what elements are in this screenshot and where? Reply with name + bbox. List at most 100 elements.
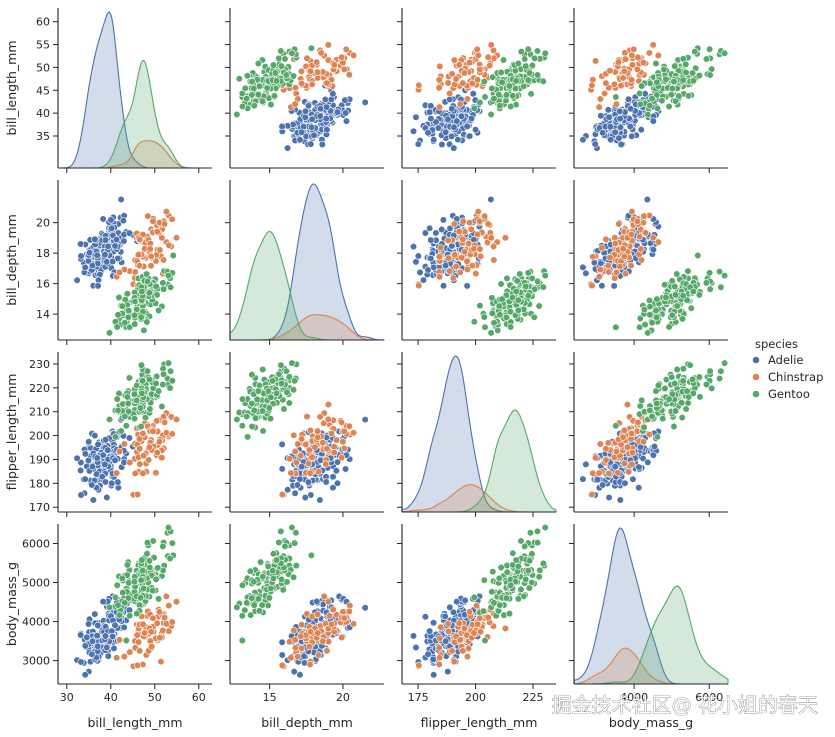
scatter-point bbox=[706, 269, 714, 277]
scatter-point bbox=[521, 55, 529, 63]
scatter-point bbox=[152, 282, 160, 291]
scatter-point bbox=[616, 115, 624, 123]
scatter-point bbox=[594, 476, 602, 484]
scatter-point bbox=[502, 313, 511, 321]
scatter-point bbox=[604, 106, 612, 114]
scatter-point bbox=[283, 144, 292, 152]
scatter-point bbox=[654, 51, 662, 60]
scatter-point bbox=[644, 458, 652, 466]
scatter-point bbox=[316, 413, 324, 421]
scatter-point bbox=[281, 542, 289, 550]
scatter-point bbox=[628, 61, 637, 69]
scatter-point bbox=[108, 479, 116, 487]
scatter-point bbox=[283, 388, 291, 396]
scatter-point bbox=[591, 57, 600, 65]
scatter-point bbox=[141, 629, 149, 637]
scatter-point bbox=[298, 128, 306, 136]
panel-bill_depth_mm-vs-flipper_length_mm bbox=[397, 180, 556, 345]
scatter-point bbox=[136, 594, 145, 602]
scatter-point bbox=[99, 597, 107, 606]
scatter-point bbox=[301, 107, 310, 115]
scatter-point bbox=[306, 67, 315, 75]
scatter-point bbox=[241, 84, 249, 92]
scatter-point bbox=[271, 69, 279, 77]
scatter-point bbox=[652, 306, 660, 315]
scatter-point bbox=[426, 627, 434, 635]
scatter-point bbox=[702, 55, 711, 63]
y-tick-label: 35 bbox=[36, 130, 50, 143]
series-chinstrap bbox=[414, 41, 510, 111]
scatter-point bbox=[341, 109, 350, 117]
scatter-point bbox=[81, 671, 89, 679]
scatter-point bbox=[470, 593, 478, 601]
scatter-point bbox=[146, 245, 154, 253]
scatter-point bbox=[160, 418, 169, 427]
scatter-point bbox=[662, 75, 670, 83]
scatter-point bbox=[598, 244, 606, 252]
scatter-point bbox=[439, 216, 448, 224]
scatter-point bbox=[640, 305, 649, 314]
scatter-point bbox=[115, 447, 124, 456]
scatter-point bbox=[678, 315, 687, 323]
scatter-point bbox=[629, 475, 637, 483]
scatter-point bbox=[605, 469, 613, 478]
scatter-point bbox=[115, 268, 124, 276]
panel-bill_depth_mm-vs-bill_depth_mm bbox=[225, 180, 385, 345]
scatter-point bbox=[81, 263, 89, 271]
y-axis-label-bill_length_mm: bill_length_mm bbox=[4, 40, 19, 135]
scatter-point bbox=[465, 239, 473, 248]
scatter-point bbox=[456, 100, 464, 108]
scatter-point bbox=[477, 628, 485, 636]
x-axis-label-bill_depth_mm: bill_depth_mm bbox=[261, 715, 353, 730]
scatter-point bbox=[115, 293, 123, 302]
scatter-point bbox=[638, 82, 646, 90]
scatter-point bbox=[126, 648, 134, 656]
scatter-point bbox=[130, 311, 139, 319]
scatter-point bbox=[634, 418, 642, 427]
scatter-point bbox=[273, 77, 281, 85]
x-tick-label: 30 bbox=[60, 691, 74, 704]
scatter-point bbox=[426, 108, 434, 116]
y-axis-label-bill_depth_mm: bill_depth_mm bbox=[4, 214, 19, 306]
scatter-point bbox=[164, 272, 173, 280]
scatter-point bbox=[322, 478, 330, 486]
scatter-point bbox=[88, 463, 97, 471]
scatter-point bbox=[624, 95, 633, 103]
series-gentoo bbox=[612, 44, 729, 119]
scatter-point bbox=[646, 102, 654, 110]
scatter-point bbox=[298, 435, 306, 443]
scatter-point bbox=[645, 430, 654, 439]
scatter-point bbox=[93, 251, 101, 259]
scatter-point bbox=[172, 415, 181, 423]
scatter-point bbox=[450, 144, 458, 152]
series-chinstrap bbox=[414, 208, 510, 290]
scatter-point bbox=[275, 54, 283, 62]
scatter-point bbox=[139, 469, 147, 477]
scatter-point bbox=[153, 448, 161, 457]
scatter-point bbox=[154, 306, 163, 315]
scatter-point bbox=[685, 92, 693, 100]
scatter-point bbox=[136, 460, 144, 468]
scatter-point bbox=[279, 586, 287, 594]
scatter-point bbox=[648, 94, 656, 103]
scatter-point bbox=[159, 380, 167, 389]
scatter-point bbox=[606, 253, 614, 262]
scatter-point bbox=[301, 493, 309, 502]
scatter-point bbox=[526, 529, 535, 537]
scatter-point bbox=[623, 443, 632, 451]
panel-bill_depth_mm-vs-body_mass_g bbox=[569, 180, 729, 345]
scatter-point bbox=[131, 320, 139, 328]
scatter-point bbox=[159, 370, 168, 378]
scatter-point bbox=[659, 415, 667, 423]
scatter-point bbox=[119, 217, 127, 225]
x-tick-label: 175 bbox=[408, 691, 429, 704]
y-tick-label: 230 bbox=[29, 358, 50, 371]
scatter-point bbox=[84, 620, 93, 628]
scatter-point bbox=[444, 79, 452, 87]
scatter-point bbox=[435, 103, 444, 111]
scatter-point bbox=[649, 451, 657, 459]
scatter-point bbox=[599, 481, 607, 489]
legend-label-gentoo: Gentoo bbox=[768, 387, 810, 401]
scatter-point bbox=[308, 80, 316, 88]
scatter-point bbox=[435, 253, 443, 261]
